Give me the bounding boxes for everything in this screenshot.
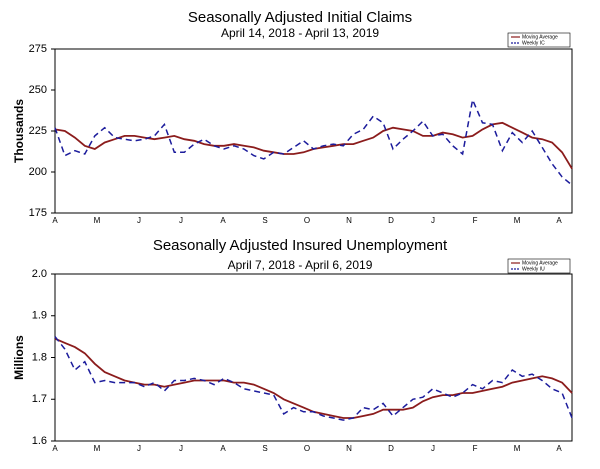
x-tick-label: J bbox=[137, 216, 141, 225]
legend-label: Moving Average bbox=[522, 34, 558, 40]
x-tick-label: M bbox=[94, 444, 101, 453]
x-tick-label: M bbox=[94, 216, 101, 225]
y-tick-label: 200 bbox=[29, 166, 47, 178]
chart-subtitle: April 14, 2018 - April 13, 2019 bbox=[221, 26, 379, 40]
legend-label: Moving Average bbox=[522, 260, 558, 266]
series-line bbox=[54, 121, 573, 170]
x-tick-label: S bbox=[262, 216, 267, 225]
x-tick-label: D bbox=[388, 444, 394, 453]
x-tick-label: D bbox=[388, 216, 394, 225]
y-axis-label: Millions bbox=[12, 335, 26, 380]
x-tick-label: J bbox=[431, 216, 435, 225]
chart-title: Seasonally Adjusted Initial Claims bbox=[188, 9, 412, 26]
x-tick-label: J bbox=[431, 444, 435, 453]
x-tick-label: F bbox=[473, 216, 478, 225]
y-tick-label: 225 bbox=[29, 125, 47, 137]
legend-box bbox=[507, 32, 571, 48]
x-tick-label: A bbox=[556, 444, 562, 453]
y-tick-label: 1.8 bbox=[32, 351, 47, 363]
chart-subtitle: April 7, 2018 - April 6, 2019 bbox=[228, 258, 373, 272]
x-tick-label: A bbox=[220, 444, 226, 453]
x-tick-label: A bbox=[556, 216, 562, 225]
y-tick-label: 175 bbox=[29, 207, 47, 219]
plot-frame bbox=[54, 48, 573, 214]
x-tick-label: A bbox=[52, 216, 58, 225]
x-tick-label: M bbox=[514, 216, 521, 225]
legend-label: Weekly IC bbox=[522, 40, 545, 46]
x-tick-label: M bbox=[514, 444, 521, 453]
x-tick-label: N bbox=[346, 444, 352, 453]
y-tick-label: 1.7 bbox=[32, 393, 47, 405]
plot-frame bbox=[54, 273, 573, 442]
x-tick-label: A bbox=[220, 216, 226, 225]
series-line bbox=[54, 336, 573, 421]
x-tick-label: J bbox=[137, 444, 141, 453]
y-tick-label: 2.0 bbox=[32, 268, 47, 280]
x-tick-label: J bbox=[179, 216, 183, 225]
x-tick-label: A bbox=[52, 444, 58, 453]
chart-title: Seasonally Adjusted Insured Unemployment bbox=[153, 237, 448, 254]
y-tick-label: 1.9 bbox=[32, 310, 47, 322]
legend-box bbox=[507, 258, 571, 274]
y-tick-label: 275 bbox=[29, 43, 47, 55]
x-tick-label: F bbox=[473, 444, 478, 453]
y-axis-label: Thousands bbox=[12, 99, 26, 163]
y-tick-label: 250 bbox=[29, 84, 47, 96]
series-line bbox=[54, 337, 573, 419]
x-tick-label: O bbox=[304, 444, 310, 453]
x-tick-label: S bbox=[262, 444, 267, 453]
x-tick-label: J bbox=[179, 444, 183, 453]
y-tick-label: 1.6 bbox=[32, 435, 47, 447]
series-line bbox=[54, 97, 573, 186]
legend-label: Weekly IU bbox=[522, 266, 545, 272]
x-tick-label: N bbox=[346, 216, 352, 225]
x-tick-label: O bbox=[304, 216, 310, 225]
